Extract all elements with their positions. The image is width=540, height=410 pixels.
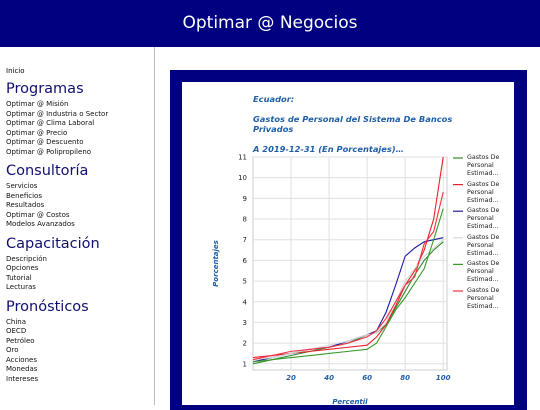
nav-link[interactable]: Opciones	[6, 264, 39, 272]
series-line	[252, 208, 444, 363]
nav-link[interactable]: Lecturas	[6, 283, 36, 291]
y-tick-label: 2	[243, 340, 247, 348]
section-heading[interactable]: Pronósticos	[6, 298, 89, 315]
y-tick-label: 11	[238, 154, 247, 162]
nav-link[interactable]: Oro	[6, 346, 19, 354]
chart-panel: Ecuador: Gastos de Personal del Sistema D…	[182, 82, 514, 405]
legend-entry: Gastos De Personal Estimad…	[467, 287, 500, 310]
x-tick-label: 20	[286, 374, 296, 382]
nav-link[interactable]: Optimar @ Precio	[6, 128, 68, 137]
series-line	[252, 156, 444, 359]
chart-titles: Ecuador: Gastos de Personal del Sistema D…	[253, 94, 453, 164]
y-tick-label: 6	[243, 257, 248, 265]
nav-link[interactable]: OECD	[6, 327, 27, 335]
section-heading[interactable]: Capacitación	[6, 235, 100, 252]
x-axis-label: Percentil	[332, 398, 368, 405]
legend-entry: Gastos De Personal Estimad…	[467, 154, 500, 177]
nav-link[interactable]: Petróleo	[6, 336, 35, 345]
nav-link[interactable]: Acciones	[6, 355, 37, 364]
y-tick-label: 7	[243, 236, 247, 244]
nav-link[interactable]: Optimar @ Costos	[6, 210, 70, 219]
nav-link[interactable]: Descripción	[6, 254, 47, 263]
nav-link[interactable]: Optimar @ Polipropileno	[6, 147, 92, 156]
sidebar: Inicio Programas Optimar @ Misión Optimar …	[0, 47, 155, 405]
nav-link[interactable]: Optimar @ Industria o Sector	[6, 109, 109, 118]
series-line	[252, 239, 444, 361]
y-tick-label: 10	[238, 174, 247, 182]
section-heading[interactable]: Programas	[6, 81, 84, 97]
x-tick-label: 40	[324, 374, 334, 382]
x-tick-label: 100	[436, 374, 451, 382]
chart: 1 2 3 4 5 6 7 8 9 10 11 20 40 60 80 100 Percentil Porcent…	[212, 154, 463, 405]
x-tick-label: 80	[400, 374, 410, 382]
legend-entry: Gastos De Personal Estimad…	[467, 260, 500, 284]
y-tick-label: 5	[243, 278, 247, 286]
nav-link[interactable]: Inicio	[6, 67, 25, 75]
nav-link[interactable]: Optimar @ Clima Laboral	[6, 119, 95, 127]
section-heading[interactable]: Consultoría	[6, 163, 89, 179]
nav-link[interactable]: Monedas	[6, 365, 38, 373]
y-tick-label: 1	[243, 360, 247, 368]
y-tick-label: 9	[243, 195, 247, 203]
nav-link[interactable]: Modelos Avanzados	[6, 220, 75, 228]
legend-entry: Gastos De Personal Estimad…	[467, 233, 500, 257]
nav-link[interactable]: Tutorial	[6, 273, 32, 282]
y-tick-label: 8	[243, 216, 247, 224]
nav-link[interactable]: Optimar @ Misión	[6, 100, 69, 108]
nav-link[interactable]: Intereses	[6, 374, 39, 383]
chart-title: Gastos de Personal del Sistema De Bancos…	[253, 114, 453, 134]
x-tick-label: 60	[362, 374, 372, 382]
legend-entry: Gastos De Personal Estimad…	[467, 180, 500, 204]
site-title: Optimar @ Negocios	[0, 0, 540, 47]
nav-link[interactable]: Servicios	[6, 182, 38, 190]
nav-link[interactable]: Beneficios	[6, 191, 42, 200]
y-tick-label: 4	[243, 298, 248, 306]
y-axis-label: Porcentajes	[212, 240, 220, 287]
legend-entry: Gastos De Personal Estimad…	[467, 207, 500, 231]
nav-link[interactable]: Resultados	[6, 201, 45, 209]
y-tick-label: 3	[243, 319, 247, 327]
series-line	[252, 192, 444, 361]
chart-title: A 2019-12-31 (En Porcentajes)…	[253, 144, 404, 154]
plot-area	[252, 156, 448, 371]
chart-title: Ecuador:	[253, 94, 295, 104]
nav-link[interactable]: China	[6, 317, 26, 326]
nav-link[interactable]: Optimar @ Descuento	[6, 138, 84, 146]
